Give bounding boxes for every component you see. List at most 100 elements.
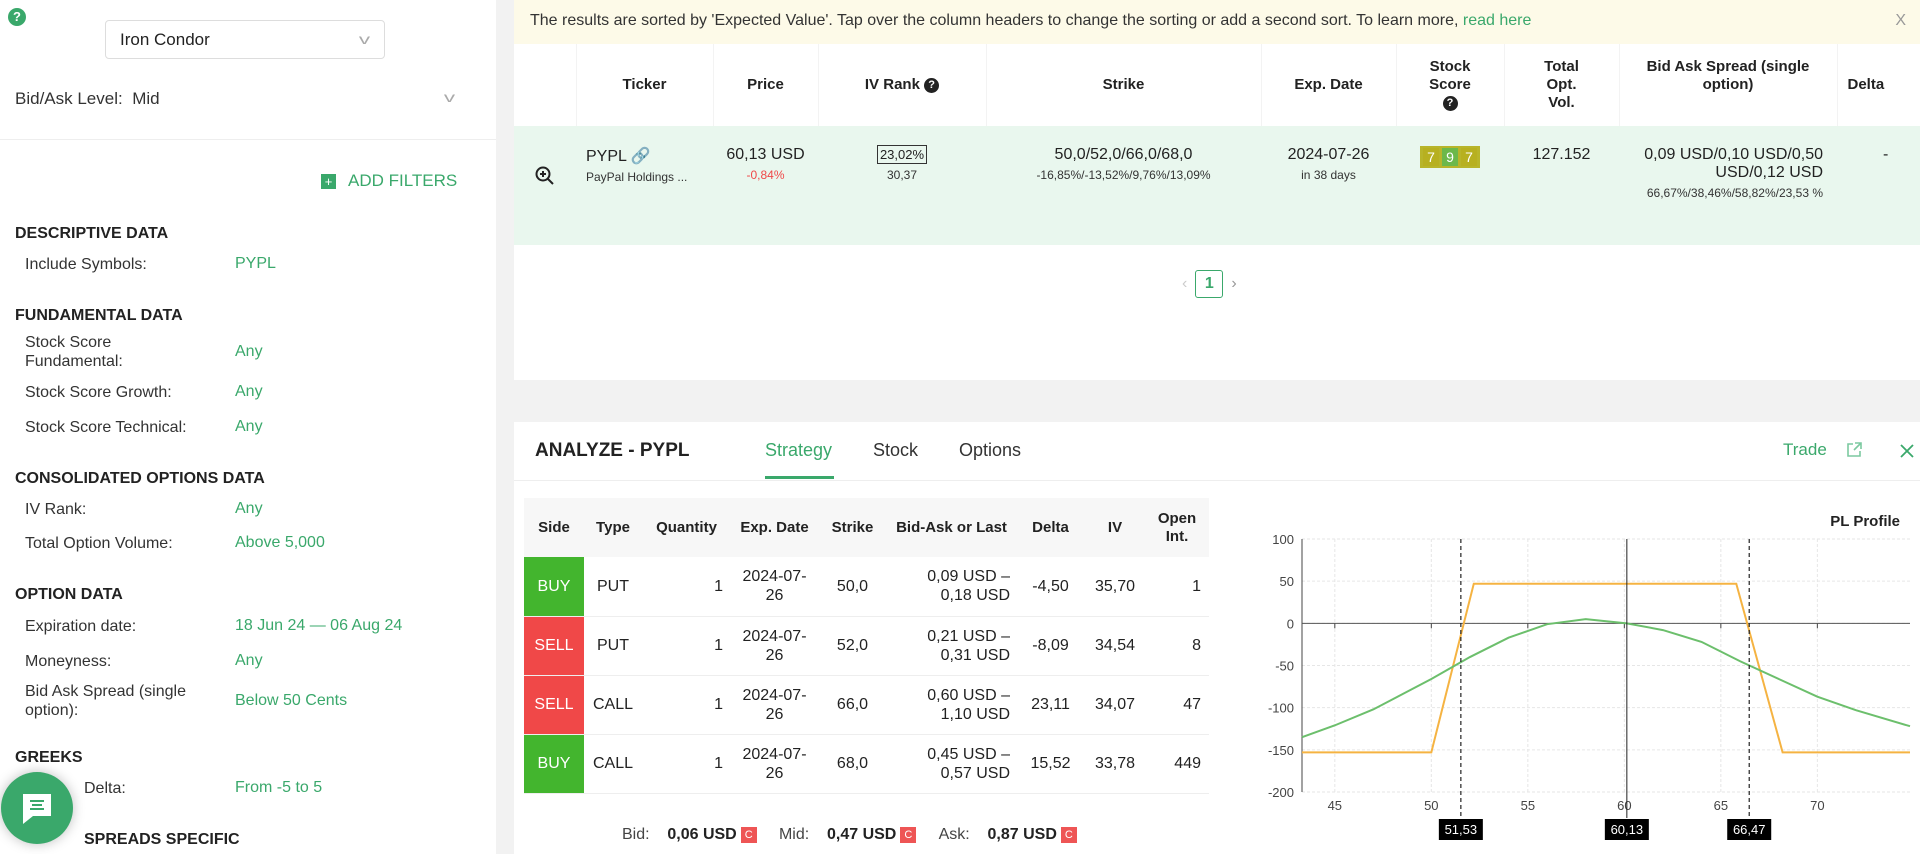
pl-expiry-line [1302, 582, 1910, 754]
section-descriptive: DESCRIPTIVE DATA [15, 225, 169, 242]
delta: 15,52 [1016, 734, 1085, 794]
bid-ask: 0,21 USD – 0,31 USD [887, 616, 1016, 676]
filter-value-symbols[interactable]: PYPL [235, 255, 276, 272]
y-tick-label: -200 [1268, 785, 1294, 800]
header-stock-score[interactable]: Stock Score? [1396, 44, 1505, 126]
x-tick-label: 50 [1424, 798, 1438, 813]
exp-date: 2024-07-26 [731, 557, 818, 617]
chat-button[interactable] [1, 772, 73, 844]
bidask-label: Bid/Ask Level: [15, 89, 123, 108]
next-page-icon[interactable]: › [1231, 275, 1237, 292]
prev-page-icon[interactable]: ‹ [1182, 275, 1188, 292]
link-icon[interactable]: 🔗 [630, 148, 651, 165]
spread: 0,09 USD/0,10 USD/0,50 USD/0,12 USD [1644, 146, 1823, 181]
results-header-row: Ticker Price IV Rank ? Strike Exp. Date … [514, 44, 1920, 126]
copy-mid-icon[interactable]: C [900, 826, 917, 843]
help-icon[interactable]: ? [8, 8, 26, 26]
copy-bid-icon[interactable]: C [740, 826, 757, 843]
add-filters-button[interactable]: + ADD FILTERS [321, 171, 457, 191]
header-total-opt-vol[interactable]: Total Opt. Vol. [1504, 44, 1620, 126]
tab-strategy[interactable]: Strategy [765, 440, 833, 460]
bidask-value: Mid [132, 89, 160, 108]
exp-date: 2024-07-26 [731, 616, 818, 676]
ticker-symbol[interactable]: PYPL [586, 148, 627, 165]
ask-label: Ask: [938, 826, 970, 843]
pl-profile-chart: PL Profile 100 50 0 -50 -100 -150 -200 45 50 55 60 6… [1268, 513, 1911, 840]
header-delta: Delta [1016, 498, 1085, 557]
header-delta[interactable]: Delta [1837, 44, 1920, 126]
strategy-value: Iron Condor [120, 30, 210, 49]
bid-label: Bid: [622, 826, 650, 843]
y-tick-label: 0 [1287, 616, 1294, 631]
external-link-icon[interactable] [1845, 441, 1863, 459]
open-interest: 449 [1145, 734, 1209, 794]
bidask-level-select[interactable]: Bid/Ask Level: Mid [15, 89, 160, 109]
leg-row: BUY PUT 1 2024-07-26 50,0 0,09 USD – 0,18 USD… [524, 557, 1209, 617]
filter-value-moneyness[interactable]: Any [235, 652, 263, 669]
copy-ask-icon[interactable]: C [1060, 826, 1077, 843]
filter-value-technical[interactable]: Any [235, 418, 263, 435]
chart-title: PL Profile [1830, 513, 1900, 530]
x-tick-label: 70 [1810, 798, 1824, 813]
strategy-select[interactable]: Iron Condor v [105, 20, 385, 59]
chevron-down-icon[interactable]: v [443, 89, 456, 105]
ask-value: 0,87 USD [987, 826, 1057, 843]
y-tick-label: -50 [1275, 659, 1294, 674]
page-1-button[interactable]: 1 [1195, 270, 1224, 298]
help-icon[interactable]: ? [1442, 95, 1458, 111]
strike: 68,0 [818, 734, 887, 794]
expand-header [514, 44, 577, 126]
help-icon[interactable]: ? [924, 77, 940, 93]
header-price[interactable]: Price [713, 44, 819, 126]
section-consolidated: CONSOLIDATED OPTIONS DATA [15, 470, 265, 487]
side-badge: BUY [524, 734, 584, 794]
marker-label: 60,13 [1611, 822, 1644, 837]
iv: 35,70 [1085, 557, 1145, 617]
tab-options[interactable]: Options [959, 440, 1022, 460]
iv-rank: 23,02% [876, 145, 928, 164]
marker-label-box [1438, 819, 1483, 840]
y-tick-label: -100 [1268, 701, 1294, 716]
strikes: 50,0/52,0/66,0/68,0 [1054, 146, 1193, 163]
company-name: PayPal Holdings ... [586, 170, 688, 184]
filter-label: Delta: [84, 780, 126, 797]
quantity: 1 [642, 616, 731, 676]
quantity: 1 [642, 675, 731, 735]
filter-value-ivrank[interactable]: Any [235, 500, 263, 517]
tab-stock[interactable]: Stock [873, 440, 919, 460]
section-greeks: GREEKS [15, 749, 83, 766]
header-iv-rank[interactable]: IV Rank ? [818, 44, 987, 126]
open-interest: 1 [1145, 557, 1209, 617]
filter-value-growth[interactable]: Any [235, 383, 263, 400]
side-badge: SELL [524, 675, 584, 735]
iv: 34,54 [1085, 616, 1145, 676]
bid-ask: 0,09 USD – 0,18 USD [887, 557, 1016, 617]
divider [514, 480, 1920, 481]
header-exp-date[interactable]: Exp. Date [1261, 44, 1397, 126]
y-tick-label: 100 [1272, 532, 1294, 547]
filter-value-volume[interactable]: Above 5,000 [235, 534, 325, 551]
filter-value-delta[interactable]: From -5 to 5 [235, 779, 323, 796]
filter-value-fundamental[interactable]: Any [235, 343, 263, 360]
iv: 30,37 [886, 168, 918, 182]
header-bid-ask-spread[interactable]: Bid Ask Spread (single option) [1619, 44, 1838, 126]
marker-label-box [1604, 819, 1649, 840]
bid-ask: 0,60 USD – 1,10 USD [887, 675, 1016, 735]
header-exp-date: Exp. Date [731, 498, 818, 557]
read-here-link[interactable]: read here [1462, 12, 1532, 29]
table-row[interactable]: PYPL 🔗 PayPal Holdings ... 60,13 USD -0,84… [514, 126, 1920, 245]
filter-label: Stock Score Technical: [25, 419, 187, 436]
header-ticker[interactable]: Ticker [576, 44, 714, 126]
header-strike[interactable]: Strike [986, 44, 1262, 126]
quantity: 1 [642, 734, 731, 794]
zoom-in-icon[interactable] [514, 126, 576, 245]
trade-button[interactable]: Trade [1783, 440, 1827, 459]
filter-value-expiration[interactable]: 18 Jun 24 — 06 Aug 24 [235, 617, 403, 634]
strike: 52,0 [818, 616, 887, 676]
close-banner-icon[interactable]: X [1895, 12, 1906, 29]
filter-value-spread[interactable]: Below 50 Cents [235, 692, 348, 709]
quantity: 1 [642, 557, 731, 617]
total-volume: 127.152 [1504, 126, 1619, 245]
iv: 34,07 [1085, 675, 1145, 735]
close-icon[interactable] [1899, 443, 1915, 459]
